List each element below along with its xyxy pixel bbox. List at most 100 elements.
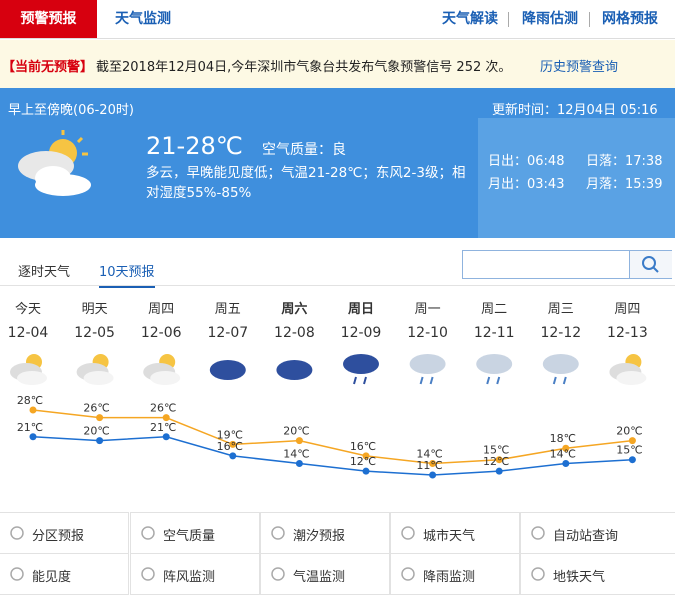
icon-shape <box>401 567 415 581</box>
cloud <box>343 354 379 374</box>
raindrop <box>562 376 567 385</box>
weather-icon <box>10 354 47 385</box>
low-point <box>162 433 170 441</box>
date: 12-06 <box>140 325 182 341</box>
service-icon <box>10 526 24 540</box>
search-icon <box>642 256 659 273</box>
service-item[interactable]: 地铁天气 <box>520 553 675 595</box>
high-point <box>96 414 104 422</box>
today-panel: 早上至傍晚(06-20时) 更新时间：12月04日 05:16 21-28℃ 空… <box>0 88 675 238</box>
weather-icon <box>476 354 513 385</box>
service-item[interactable]: 阵风监测 <box>130 553 260 595</box>
weather-icon <box>542 354 579 385</box>
service-label: 自动站查询 <box>553 529 619 544</box>
high-label: 20℃ <box>283 425 309 438</box>
sunset: 日落：17:38 <box>586 154 663 169</box>
description: 多云，早晚能见度低；气温21-28℃；东风2-3级；相对湿度55%-85% <box>146 165 466 201</box>
weather-icon <box>143 354 181 385</box>
icon-shape <box>141 526 155 540</box>
high-point <box>628 437 636 445</box>
nav-link[interactable]: 天气解读 <box>442 11 498 27</box>
raindrop <box>419 376 424 385</box>
service-icon <box>141 567 155 581</box>
high-point <box>362 452 370 460</box>
cloud <box>150 371 181 385</box>
high-label: 14℃ <box>416 448 442 461</box>
weather-icon <box>409 354 446 385</box>
high-point <box>162 414 170 422</box>
icon-shape <box>401 526 415 540</box>
date: 12-12 <box>540 325 582 341</box>
service-icon <box>271 526 285 540</box>
forecast-tab[interactable]: 10天预报 <box>99 261 155 288</box>
service-label: 气温监测 <box>293 570 346 585</box>
date: 12-05 <box>74 325 115 341</box>
search-box[interactable] <box>462 250 672 279</box>
weekday: 周一 <box>414 302 441 317</box>
sunrise: 日出：06:48 <box>488 154 565 169</box>
service-item[interactable]: 能见度 <box>0 553 129 595</box>
search-button[interactable] <box>629 251 672 278</box>
icon-shape <box>531 567 545 581</box>
high-label: 28℃ <box>17 394 43 407</box>
weekday: 今天 <box>14 302 41 317</box>
high-label: 26℃ <box>150 402 176 415</box>
low-point <box>628 456 636 464</box>
weekday: 周四 <box>614 302 641 317</box>
raindrop <box>353 376 357 385</box>
nav-link[interactable]: 降雨估测 <box>522 11 578 27</box>
service-item[interactable]: 分区预报 <box>0 512 129 554</box>
service-item[interactable]: 气温监测 <box>260 553 390 595</box>
weather-icon <box>209 360 246 380</box>
high-label: 15℃ <box>483 444 509 457</box>
forecast-tab[interactable]: 逐时天气 <box>18 265 71 280</box>
service-item[interactable]: 降雨监测 <box>390 553 520 595</box>
high-label: 26℃ <box>83 402 109 415</box>
service-icon <box>531 526 545 540</box>
high-label: 18℃ <box>550 432 576 445</box>
service-item[interactable]: 自动站查询 <box>520 512 675 554</box>
date: 12-10 <box>407 325 448 341</box>
service-item[interactable]: 潮汐预报 <box>260 512 390 554</box>
low-label: 12℃ <box>350 455 376 468</box>
service-icon <box>401 526 415 540</box>
icon-shape <box>271 567 285 581</box>
service-icon <box>531 567 545 581</box>
alert-link[interactable]: 历史预警查询 <box>540 60 619 75</box>
divider <box>589 12 590 27</box>
cloud <box>409 354 446 374</box>
low-label: 14℃ <box>550 448 576 461</box>
weather-icon <box>18 130 91 196</box>
date: 12-09 <box>340 325 382 341</box>
nav-tab[interactable]: 预警预报 <box>0 0 97 38</box>
service-label: 能见度 <box>32 570 72 585</box>
nav-tab[interactable]: 天气监测 <box>115 11 171 27</box>
nav-link[interactable]: 网格预报 <box>602 11 658 27</box>
air-quality: 空气质量：良 <box>262 142 346 158</box>
date: 12-13 <box>607 325 648 341</box>
icon-shape <box>531 526 545 540</box>
raindrop <box>496 376 501 385</box>
icon-shape <box>10 526 24 540</box>
service-item[interactable]: 空气质量 <box>130 512 260 554</box>
low-point <box>29 433 37 441</box>
high-point <box>562 444 570 452</box>
service-item[interactable]: 城市天气 <box>390 512 520 554</box>
service-label: 降雨监测 <box>423 570 476 585</box>
raindrop <box>552 376 557 385</box>
low-point <box>229 452 237 460</box>
low-point <box>429 471 437 479</box>
high-line <box>32 409 633 465</box>
cloud <box>17 371 47 385</box>
forecast-icons <box>10 354 647 385</box>
icon-shape <box>271 526 285 540</box>
update-time: 更新时间：12月04日 05:16 <box>492 103 658 118</box>
service-icon <box>401 567 415 581</box>
low-label: 11℃ <box>416 459 442 472</box>
raindrop <box>429 376 434 385</box>
weekday: 明天 <box>81 302 108 317</box>
cloud <box>209 360 246 380</box>
temperature-chart: 28℃ 26℃ 26℃ 19℃ 20℃ 16℃ 14℃ 15℃ 18℃ 20℃ 21℃ 20℃ 21℃ 1… <box>17 394 643 479</box>
alert-bar: 【当前无预警】 截至2018年12月04日,今年深圳市气象台共发布气象预警信号 … <box>0 40 675 88</box>
